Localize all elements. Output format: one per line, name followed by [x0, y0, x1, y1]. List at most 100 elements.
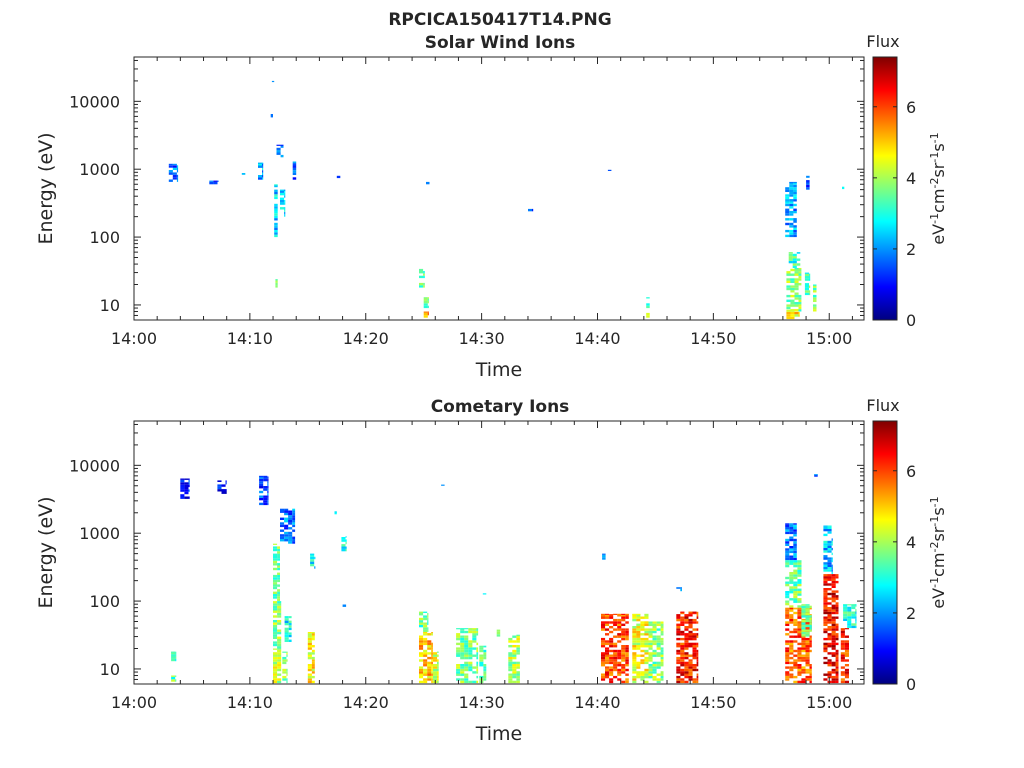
flux-cell: [797, 652, 802, 655]
flux-cell: [680, 621, 685, 624]
flux-cell: [267, 490, 269, 494]
flux-cell: [640, 623, 645, 626]
flux-cluster: [441, 484, 445, 486]
flux-cell: [789, 581, 794, 584]
flux-cell: [676, 678, 681, 681]
flux-cluster: [456, 628, 479, 684]
flux-cell: [621, 647, 626, 650]
flux-cell: [625, 628, 629, 631]
flux-cell: [632, 626, 637, 629]
flux-cell: [831, 564, 833, 567]
flux-cluster: [273, 601, 282, 649]
flux-cell: [274, 210, 278, 214]
flux-cell: [648, 635, 653, 638]
flux-cell: [602, 554, 606, 558]
flux-cell: [823, 590, 828, 593]
flux-cell: [805, 678, 810, 681]
flux-cell: [259, 481, 264, 484]
flux-cell: [217, 486, 222, 490]
flux-cell: [831, 628, 836, 631]
flux-cell: [609, 616, 614, 619]
flux-cell: [786, 314, 791, 317]
flux-cell: [468, 680, 473, 684]
flux-cell: [280, 207, 285, 210]
flux-cell: [644, 621, 649, 624]
flux-cell: [827, 574, 832, 577]
flux-cell: [656, 621, 661, 624]
flux-cell: [267, 493, 269, 496]
flux-cell: [823, 540, 828, 544]
flux-cell: [636, 666, 641, 669]
flux-cell: [419, 673, 424, 676]
flux-cell: [310, 559, 315, 562]
flux-cell: [840, 673, 845, 676]
flux-cell: [273, 608, 278, 611]
flux-cell: [280, 534, 285, 537]
x-tick-label: 14:30: [459, 693, 505, 712]
flux-cell: [292, 163, 297, 166]
flux-cell: [617, 628, 622, 631]
flux-cell: [280, 510, 285, 513]
flux-cell: [793, 661, 798, 665]
flux-cell: [823, 642, 828, 646]
flux-cell: [789, 550, 794, 554]
flux-cell: [617, 664, 622, 667]
flux-cell: [789, 649, 794, 653]
flux-cell: [292, 510, 296, 513]
flux-cell: [423, 615, 428, 618]
flux-cell: [843, 618, 848, 621]
flux-cell: [823, 661, 828, 665]
flux-cell: [456, 654, 461, 657]
flux-cell: [274, 232, 278, 235]
flux-cell: [823, 616, 828, 619]
flux-cell: [794, 292, 799, 295]
figure-title: RPCICA150417T14.PNG: [388, 10, 611, 30]
flux-cell: [680, 668, 685, 672]
flux-cell: [431, 666, 433, 669]
flux-cell: [282, 661, 287, 665]
flux-cell: [843, 613, 848, 617]
flux-cell: [840, 666, 845, 669]
flux-cell: [602, 553, 606, 555]
flux-cell: [644, 656, 649, 660]
flux-cell: [288, 634, 292, 638]
flux-cell: [793, 210, 797, 214]
flux-cell: [804, 285, 809, 288]
flux-cell: [601, 673, 606, 676]
flux-cell: [280, 145, 284, 148]
flux-cell: [427, 661, 432, 665]
flux-cell: [617, 656, 622, 660]
flux-cell: [785, 189, 790, 192]
flux-cell: [660, 628, 664, 631]
flux-cell: [648, 675, 653, 679]
flux-cluster: [786, 309, 800, 320]
flux-cell: [617, 626, 622, 629]
flux-cell: [789, 210, 794, 214]
flux-cell: [644, 640, 649, 643]
flux-cell: [292, 536, 296, 539]
flux-cell: [823, 525, 828, 527]
flux-cell: [280, 197, 285, 200]
flux-cell: [827, 635, 832, 638]
flux-cell: [464, 678, 469, 681]
flux-cell: [636, 635, 641, 638]
flux-cell: [688, 642, 693, 646]
flux-cell: [476, 680, 479, 684]
flux-cell: [660, 656, 664, 660]
flux-cell: [176, 177, 179, 180]
flux-cell: [431, 678, 433, 681]
flux-cell: [427, 305, 429, 309]
flux-cell: [805, 604, 810, 606]
flux-cell: [801, 656, 806, 660]
flux-cell: [632, 680, 637, 684]
flux-cell: [636, 664, 641, 667]
flux-cell: [284, 616, 289, 619]
flux-cell: [793, 548, 797, 551]
flux-cell: [636, 637, 641, 641]
solar-wind-heatmap: [168, 80, 845, 320]
flux-cell: [823, 673, 828, 676]
flux-cell: [423, 315, 428, 318]
flux-cell: [785, 222, 790, 226]
flux-cell: [801, 624, 806, 628]
flux-cell: [307, 642, 312, 646]
